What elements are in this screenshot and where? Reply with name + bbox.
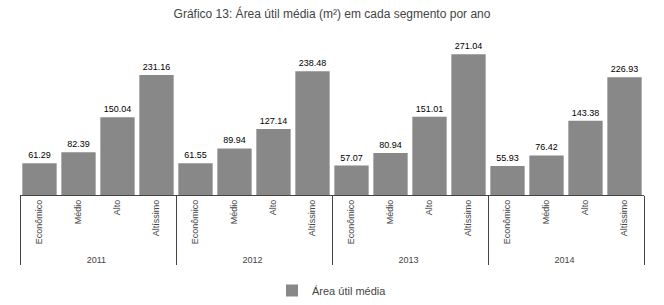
svg-text:Alto: Alto	[424, 200, 434, 216]
svg-text:Econômico: Econômico	[502, 200, 512, 245]
svg-text:Médio: Médio	[229, 200, 239, 225]
svg-text:76.42: 76.42	[535, 142, 558, 152]
svg-text:231.16: 231.16	[143, 62, 171, 72]
svg-text:80.94: 80.94	[379, 140, 402, 150]
svg-text:143.38: 143.38	[572, 108, 600, 118]
svg-text:Médio: Médio	[541, 200, 551, 225]
svg-text:Altíssimo: Altíssimo	[151, 200, 161, 237]
svg-text:Econômico: Econômico	[190, 200, 200, 245]
svg-text:61.55: 61.55	[184, 150, 207, 160]
svg-text:Área útil média: Área útil média	[312, 285, 386, 297]
svg-text:Alto: Alto	[580, 200, 590, 216]
svg-text:Econômico: Econômico	[346, 200, 356, 245]
svg-text:238.48: 238.48	[299, 58, 327, 68]
svg-text:Médio: Médio	[73, 200, 83, 225]
svg-text:57.07: 57.07	[340, 153, 363, 163]
svg-text:2013: 2013	[398, 255, 418, 265]
svg-text:61.29: 61.29	[28, 150, 51, 160]
svg-text:Gráfico 13: Área útil média (m: Gráfico 13: Área útil média (m²) em cada…	[174, 6, 491, 21]
svg-text:150.04: 150.04	[104, 104, 132, 114]
svg-text:Altíssimo: Altíssimo	[619, 200, 629, 237]
svg-text:Altíssimo: Altíssimo	[463, 200, 473, 237]
svg-text:89.94: 89.94	[223, 135, 246, 145]
svg-text:2011: 2011	[87, 255, 106, 265]
svg-text:Altíssimo: Altíssimo	[307, 200, 317, 237]
svg-text:Alto: Alto	[112, 200, 122, 216]
svg-text:Alto: Alto	[268, 200, 278, 216]
svg-text:127.14: 127.14	[260, 116, 288, 126]
svg-text:Médio: Médio	[385, 200, 395, 225]
svg-text:226.93: 226.93	[611, 64, 639, 74]
svg-text:55.93: 55.93	[496, 153, 519, 163]
svg-text:271.04: 271.04	[455, 41, 483, 51]
svg-text:82.39: 82.39	[67, 139, 90, 149]
svg-text:2014: 2014	[554, 255, 574, 265]
svg-text:151.01: 151.01	[416, 104, 444, 114]
svg-text:2012: 2012	[242, 255, 262, 265]
svg-text:Econômico: Econômico	[34, 200, 44, 245]
